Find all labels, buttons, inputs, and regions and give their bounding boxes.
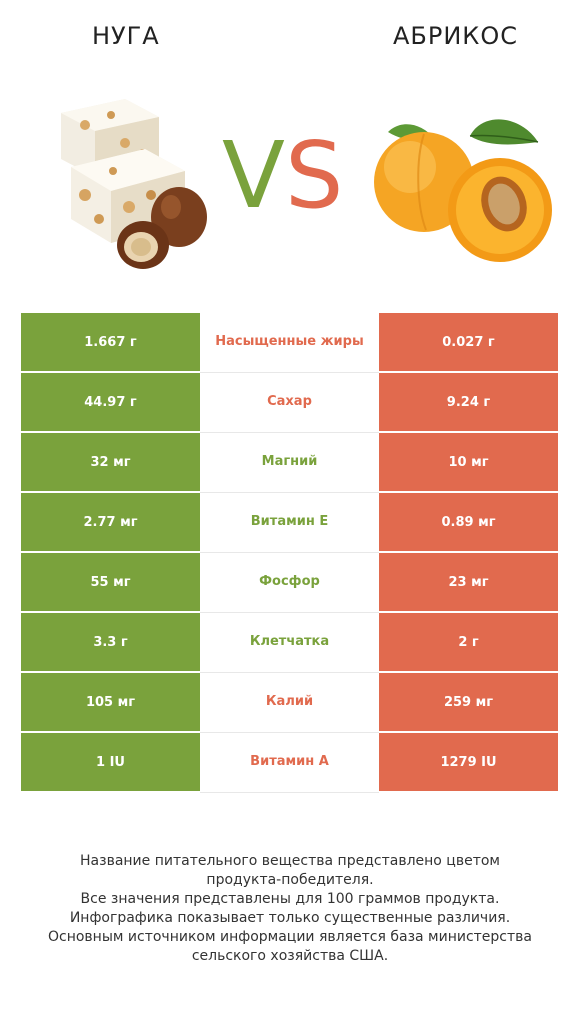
- footer-line: Название питательного вещества представл…: [80, 853, 500, 869]
- comparison-row: 105 мг Калий 259 мг: [21, 672, 558, 733]
- vs-letter-v: V: [222, 122, 285, 229]
- right-product-title: АБРИКОС: [393, 22, 518, 50]
- nutrient-name: Калий: [200, 672, 379, 733]
- left-value: 55 мг: [21, 552, 200, 613]
- left-value: 32 мг: [21, 432, 200, 493]
- comparison-row: 1 IU Витамин A 1279 IU: [21, 732, 558, 793]
- right-value: 9.24 г: [379, 372, 558, 433]
- versus-label: VS: [222, 130, 343, 222]
- left-product-title: НУГА: [92, 22, 160, 50]
- comparison-row: 32 мг Магний 10 мг: [21, 432, 558, 493]
- left-value: 2.77 мг: [21, 492, 200, 553]
- nutrient-name: Магний: [200, 432, 379, 493]
- comparison-table: 1.667 г Насыщенные жиры 0.027 г 44.97 г Саха…: [21, 313, 558, 793]
- footer-note: Название питательного вещества представл…: [0, 852, 580, 966]
- nutrient-name: Насыщенные жиры: [200, 313, 379, 373]
- apricot-image: [374, 119, 552, 262]
- left-value: 105 мг: [21, 672, 200, 733]
- right-value: 23 мг: [379, 552, 558, 613]
- nutrient-name: Клетчатка: [200, 612, 379, 673]
- right-value: 2 г: [379, 612, 558, 673]
- right-value: 0.027 г: [379, 313, 558, 373]
- footer-line: Основным источником информации является …: [48, 929, 532, 945]
- comparison-row: 55 мг Фосфор 23 мг: [21, 552, 558, 613]
- right-value: 259 мг: [379, 672, 558, 733]
- vs-letter-s: S: [284, 122, 344, 229]
- nutrient-name: Фосфор: [200, 552, 379, 613]
- right-value: 1279 IU: [379, 732, 558, 793]
- comparison-row: 2.77 мг Витамин E 0.89 мг: [21, 492, 558, 553]
- left-value: 3.3 г: [21, 612, 200, 673]
- right-value: 0.89 мг: [379, 492, 558, 553]
- left-value: 1 IU: [21, 732, 200, 793]
- left-value: 44.97 г: [21, 372, 200, 433]
- nutrient-name: Витамин A: [200, 732, 379, 793]
- comparison-row: 1.667 г Насыщенные жиры 0.027 г: [21, 313, 558, 373]
- right-value: 10 мг: [379, 432, 558, 493]
- nutrient-name: Сахар: [200, 372, 379, 433]
- footer-line: продукта-победителя.: [206, 872, 374, 888]
- comparison-row: 44.97 г Сахар 9.24 г: [21, 372, 558, 433]
- nutrient-name: Витамин E: [200, 492, 379, 553]
- footer-line: Инфографика показывает только существенн…: [69, 910, 511, 926]
- footer-line: сельского хозяйства США.: [191, 948, 389, 964]
- nougat-image: [61, 99, 207, 269]
- comparison-row: 3.3 г Клетчатка 2 г: [21, 612, 558, 673]
- left-value: 1.667 г: [21, 313, 200, 373]
- footer-line: Все значения представлены для 100 граммо…: [80, 891, 500, 907]
